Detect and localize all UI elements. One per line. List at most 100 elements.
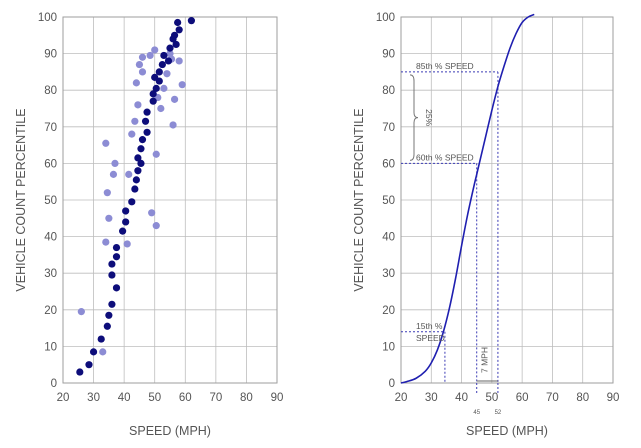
- mph-difference-label: 7 MPH: [479, 347, 489, 373]
- x-tick-label: 20: [395, 392, 408, 404]
- scatter-point-light: [103, 189, 111, 197]
- scatter-point-dark: [172, 40, 180, 49]
- range-label: 25%: [424, 109, 434, 126]
- scatter-point-light: [105, 214, 113, 222]
- scatter-point-dark: [170, 31, 179, 39]
- scatter-point-dark: [119, 227, 127, 235]
- scatter-point-light: [131, 117, 139, 125]
- x-tick-label: 30: [425, 392, 438, 404]
- y-tick-label: 50: [44, 195, 57, 207]
- scatter-point-dark: [112, 253, 121, 261]
- annotations: 85th % SPEED 60th % SPEED 15th % SPEED 2…: [409, 61, 502, 416]
- p85-label: 85th % SPEED: [416, 61, 474, 71]
- range-brace: [409, 74, 419, 161]
- y-tick-label: 30: [382, 268, 395, 280]
- y-tick-label: 0: [51, 378, 57, 390]
- scatter-point-dark: [137, 145, 145, 153]
- scatter-point-dark: [131, 185, 139, 193]
- scatter-point-light: [152, 222, 160, 230]
- scatter-point-light: [146, 51, 154, 60]
- scatter-point-light: [151, 46, 159, 54]
- tick-labels: 20 30 40 50 60 70 80 90 0 10 20 30 40 50 60 70 80 90 100: [38, 12, 284, 404]
- scatter-point-dark: [85, 361, 93, 369]
- x-tick-label: 40: [455, 392, 468, 404]
- scatter-point-dark: [97, 335, 105, 343]
- scatter-point-dark: [137, 159, 145, 167]
- x-tick-label: 90: [271, 392, 284, 404]
- scatter-point-dark: [122, 218, 130, 226]
- scatter-point-dark: [187, 17, 195, 25]
- plot-frame: [62, 16, 278, 384]
- scatter-point-dark: [155, 68, 163, 76]
- y-axis-title: VEHICLE COUNT PERCENTILE: [352, 108, 366, 291]
- y-tick-label: 100: [376, 12, 395, 24]
- tick-52-label: 52: [495, 410, 502, 416]
- scatter-point-light: [148, 209, 156, 217]
- x-tick-label: 70: [209, 392, 222, 404]
- scatter-point-dark: [152, 84, 160, 92]
- scatter-point-dark: [89, 348, 98, 356]
- scatter-point-light: [138, 53, 147, 61]
- scatter-point-light: [109, 170, 118, 178]
- tick-45-label: 45: [473, 410, 480, 416]
- scatter-point-light: [125, 170, 133, 178]
- scatter-point-light: [135, 60, 144, 69]
- scatter-point-dark: [164, 57, 173, 65]
- scatter-point-light: [163, 70, 171, 78]
- scatter-point-dark: [108, 271, 116, 279]
- y-tick-label: 80: [44, 85, 57, 97]
- y-tick-label: 50: [382, 195, 395, 207]
- scatter-point-dark: [122, 207, 130, 215]
- scatter-point-dark: [149, 97, 157, 105]
- p60-label: 60th % SPEED: [416, 152, 474, 162]
- scatter-point-dark: [160, 51, 168, 60]
- y-tick-label: 100: [38, 12, 57, 24]
- scatter-point-dark: [112, 243, 121, 252]
- scatter-point-dark: [149, 90, 157, 98]
- scatter-point-light: [102, 238, 110, 246]
- scatter-point-dark: [132, 176, 140, 184]
- scatter-point-light: [138, 68, 147, 76]
- scatter-point-light: [123, 240, 131, 248]
- y-tick-label: 60: [44, 158, 57, 170]
- x-tick-label: 80: [240, 392, 253, 404]
- scatter-point-dark: [112, 284, 121, 292]
- scatter-point-light: [134, 101, 142, 109]
- scatter-point-light: [170, 95, 179, 103]
- cumulative-curve: [400, 13, 535, 384]
- scatter-point-light: [166, 50, 174, 58]
- scatter-point-light: [102, 139, 110, 147]
- scatter-point-dark: [174, 18, 182, 27]
- scatter-point-dark: [158, 60, 166, 69]
- x-tick-label: 40: [118, 392, 131, 404]
- y-tick-label: 90: [382, 49, 395, 61]
- p15-label-line2: SPEED: [416, 333, 445, 343]
- scatter-point-dark: [151, 73, 159, 81]
- x-tick-label: 50: [485, 392, 498, 404]
- y-tick-label: 40: [44, 232, 57, 244]
- y-tick-label: 20: [382, 305, 395, 317]
- y-axis-title: VEHICLE COUNT PERCENTILE: [14, 108, 28, 291]
- x-tick-label: 60: [179, 392, 192, 404]
- scatter-point-light: [99, 348, 107, 356]
- scatter-point-dark: [143, 128, 151, 136]
- y-tick-label: 90: [44, 49, 57, 61]
- y-tick-label: 30: [44, 268, 57, 280]
- y-tick-label: 70: [382, 122, 395, 134]
- scatter-point-light: [157, 104, 165, 113]
- scatter-point-light: [160, 84, 168, 92]
- x-tick-label: 20: [57, 392, 70, 404]
- y-tick-label: 20: [44, 305, 57, 317]
- scatter-point-dark: [128, 198, 136, 206]
- grid-lines: [400, 16, 614, 384]
- tick-labels: 20 30 40 50 60 70 80 90 0 10 20 30 40 50 60 70 80 90 100: [376, 12, 620, 404]
- scatter-point-dark: [105, 311, 113, 319]
- cumulative-speed-chart: 20 30 40 50 60 70 80 90 0 10 20 30 40 50 60 70 80 90 100 S…: [352, 12, 619, 438]
- y-tick-label: 80: [382, 85, 395, 97]
- scatter-point-light: [132, 79, 140, 87]
- y-tick-label: 60: [382, 158, 395, 170]
- scatter-point-dark: [76, 368, 84, 376]
- scatter-chart: 20 30 40 50 60 70 80 90 0 10 20 30 40 50 60 70 80 90 100 S…: [14, 12, 283, 438]
- x-tick-label: 60: [516, 392, 529, 404]
